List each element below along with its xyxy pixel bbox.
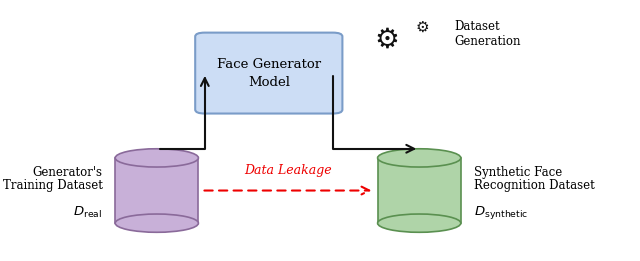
Bar xyxy=(115,158,198,223)
Bar xyxy=(378,158,461,223)
Text: Generator's: Generator's xyxy=(33,166,102,179)
Text: ⚙: ⚙ xyxy=(415,20,429,35)
Ellipse shape xyxy=(115,214,198,232)
FancyBboxPatch shape xyxy=(195,33,342,114)
Text: Dataset
Generation: Dataset Generation xyxy=(454,20,521,48)
Ellipse shape xyxy=(378,149,461,167)
Text: Recognition Dataset: Recognition Dataset xyxy=(474,179,595,192)
Text: $D_{\mathrm{synthetic}}$: $D_{\mathrm{synthetic}}$ xyxy=(474,204,528,221)
Text: Training Dataset: Training Dataset xyxy=(3,179,102,192)
Ellipse shape xyxy=(115,149,198,167)
Text: Face Generator
Model: Face Generator Model xyxy=(217,58,321,88)
Text: Synthetic Face: Synthetic Face xyxy=(474,166,562,179)
Text: $D_{\mathrm{real}}$: $D_{\mathrm{real}}$ xyxy=(73,205,102,220)
Text: ⚙: ⚙ xyxy=(375,25,399,53)
Ellipse shape xyxy=(378,214,461,232)
Text: Data Leakage: Data Leakage xyxy=(244,164,332,177)
